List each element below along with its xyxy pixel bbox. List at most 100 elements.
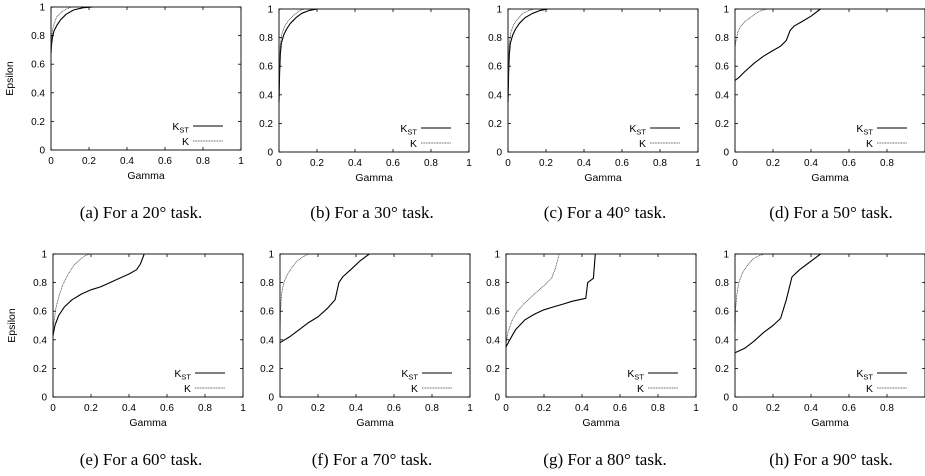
y-tick-label: 0.4 [33,335,47,346]
y-tick-label: 0 [39,146,45,157]
legend-label-k: K [866,138,873,150]
x-tick-label: 1 [695,158,701,169]
legend-name: K [629,123,636,135]
y-tick-label: 0 [267,148,273,159]
y-tick-label: 0.6 [715,307,729,318]
x-tick-label: 0 [732,403,738,414]
y-tick-label: 0.8 [33,278,47,289]
panel-caption: (d) For a 50° task. [769,203,892,222]
y-tick-label: 0.6 [488,62,502,73]
y-tick-label: 0.4 [715,335,729,346]
panel-caption: (e) For a 60° task. [80,450,202,469]
y-tick-label: 1 [496,5,502,16]
series-k-line [507,8,535,81]
x-tick-label: 0.6 [158,156,172,167]
plot-frame [507,8,699,153]
legend-name: K [172,121,179,133]
panel-caption: (b) For a 30° task. [310,203,433,222]
x-tick-label: 0.4 [348,158,362,169]
series-k-line [50,6,73,50]
x-tick-label: 1 [466,158,472,169]
legend-label-kst: KST [627,368,644,382]
x-tick-label: 1 [240,403,246,414]
x-axis-label: Gamma [356,417,394,429]
legend-name: K [639,138,646,150]
y-axis-label: Epsilon [6,308,18,343]
legend-label-k: K [639,138,646,150]
x-tick-label: 0 [732,158,738,169]
x-tick-label: 0.2 [310,158,324,169]
panel-caption: (g) For a 80° task. [543,450,666,469]
legend-name: K [174,368,181,380]
panel-e: 0 0.2 0.4 0.6 0.8 1 0 0.2 0.4 0.6 0.8 1 Gamma Epsilon… [6,250,246,430]
x-tick-label: 0.6 [386,158,400,169]
series-k-line [279,253,309,343]
x-tick-label: 0.2 [311,403,325,414]
y-tick-label: 0.6 [260,307,274,318]
x-tick-label: 0 [50,403,56,414]
series-kst-line [505,253,596,348]
series-kst-line [50,6,93,53]
series-k-line [278,8,306,81]
legend-name: K [410,138,417,150]
x-tick-label: 1 [238,156,244,167]
x-tick-label: 0.4 [804,403,818,414]
legend-label-k: K [411,383,418,395]
panel-caption: (f) For a 70° task. [312,450,433,469]
x-tick-label: 0.8 [880,403,894,414]
legend-label-kst: KST [400,123,417,137]
legend-name: K [866,138,873,150]
x-tick-label: 0.8 [198,403,212,414]
legend-name: K [182,136,189,148]
legend-name: K [627,368,634,380]
legend-label-kst: KST [174,368,191,382]
x-tick-label: 0.2 [84,403,98,414]
legend-label-kst: KST [856,123,873,137]
legend-subscript: ST [636,128,646,137]
x-axis-label: Gamma [811,172,849,184]
y-tick-label: 0.2 [31,117,45,128]
x-tick-label: 0.4 [575,403,589,414]
y-tick-label: 0.4 [488,90,502,101]
series-k-line [505,253,560,345]
legend-name: K [184,383,191,395]
x-tick-label: 0 [276,158,282,169]
legend-label-kst: KST [172,121,189,135]
x-tick-label: 0.6 [842,158,856,169]
panel-a: 0 0.2 0.4 0.6 0.8 1 0 0.2 0.4 0.6 0.8 1 Gamma Epsilon… [4,3,244,183]
x-tick-label: 0.2 [537,403,551,414]
x-tick-label: 0.8 [425,403,439,414]
x-tick-label: 0.6 [613,403,627,414]
y-tick-label: 1 [267,5,273,16]
x-axis-label: Gamma [127,170,165,182]
legend-name: K [866,383,873,395]
y-tick-label: 0.8 [488,33,502,44]
legend-label-kst: KST [856,368,873,382]
series-k-line [734,253,766,347]
legend-subscript: ST [863,373,873,382]
plot-frame [52,253,244,398]
legend-subscript: ST [408,373,418,382]
y-tick-label: 0.4 [486,335,500,346]
series-k-line [52,253,92,333]
y-tick-label: 0 [268,393,274,404]
x-tick-label: 1 [693,403,699,414]
series-kst-line [52,253,145,336]
panel-caption: (c) For a 40° task. [544,203,666,222]
y-tick-label: 0.8 [260,278,274,289]
x-tick-label: 0.8 [651,403,665,414]
series-kst-line [734,8,821,81]
x-tick-label: 0 [48,156,54,167]
y-tick-label: 1 [268,250,274,261]
x-axis-label: Gamma [582,417,620,429]
y-tick-label: 0 [41,393,47,404]
legend-name: K [637,383,644,395]
y-tick-label: 0 [723,148,729,159]
y-tick-label: 1 [41,250,47,261]
y-tick-label: 0.4 [259,90,273,101]
